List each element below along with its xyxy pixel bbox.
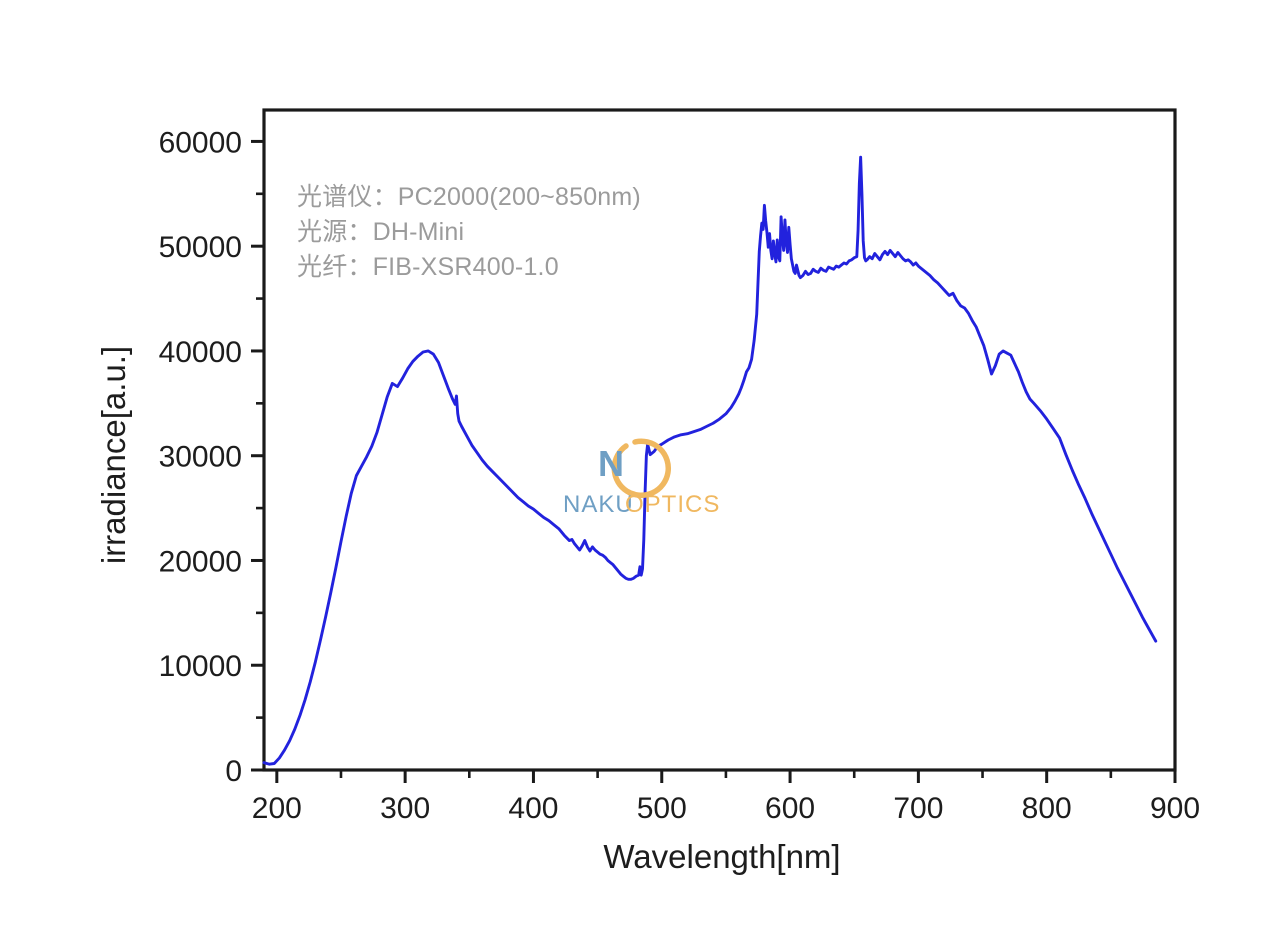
y-axis-ticks [251,139,264,772]
y-tick-label: 20000 [159,545,242,578]
spectrum-line [262,155,1158,766]
data-series-group [262,155,1158,766]
x-axis-ticks [275,770,1177,783]
x-tick-label: 600 [765,792,815,825]
y-tick-label: 60000 [159,126,242,159]
y-tick-label: 10000 [159,650,242,683]
chart-annotation: 光谱仪：PC2000(200~850nm) 光源：DH-Mini 光纤：FIB-XS… [297,180,641,285]
x-axis-title: Wavelength[nm] [603,838,840,875]
x-tick-label: 300 [380,792,430,825]
x-tick-label: 700 [893,792,943,825]
y-tick-label: 0 [225,755,242,788]
y-axis-tick-labels: 0 10000 20000 30000 40000 50000 60000 [159,126,242,788]
y-tick-label: 50000 [159,231,242,264]
y-axis-title: irradiance[a.u.] [95,346,132,564]
x-tick-label: 900 [1150,792,1200,825]
x-tick-label: 500 [637,792,687,825]
y-tick-label: 30000 [159,441,242,474]
x-axis-tick-labels: 200 300 400 500 600 700 800 900 [252,792,1200,825]
x-tick-label: 800 [1022,792,1072,825]
y-tick-label: 40000 [159,336,242,369]
annotation-line: 光纤：FIB-XSR400-1.0 [297,253,559,281]
annotation-line: 光源：DH-Mini [297,218,465,246]
x-tick-label: 400 [508,792,558,825]
plot-frame [262,108,1177,772]
annotation-line: 光谱仪：PC2000(200~850nm) [297,183,641,211]
x-tick-label: 200 [252,792,302,825]
